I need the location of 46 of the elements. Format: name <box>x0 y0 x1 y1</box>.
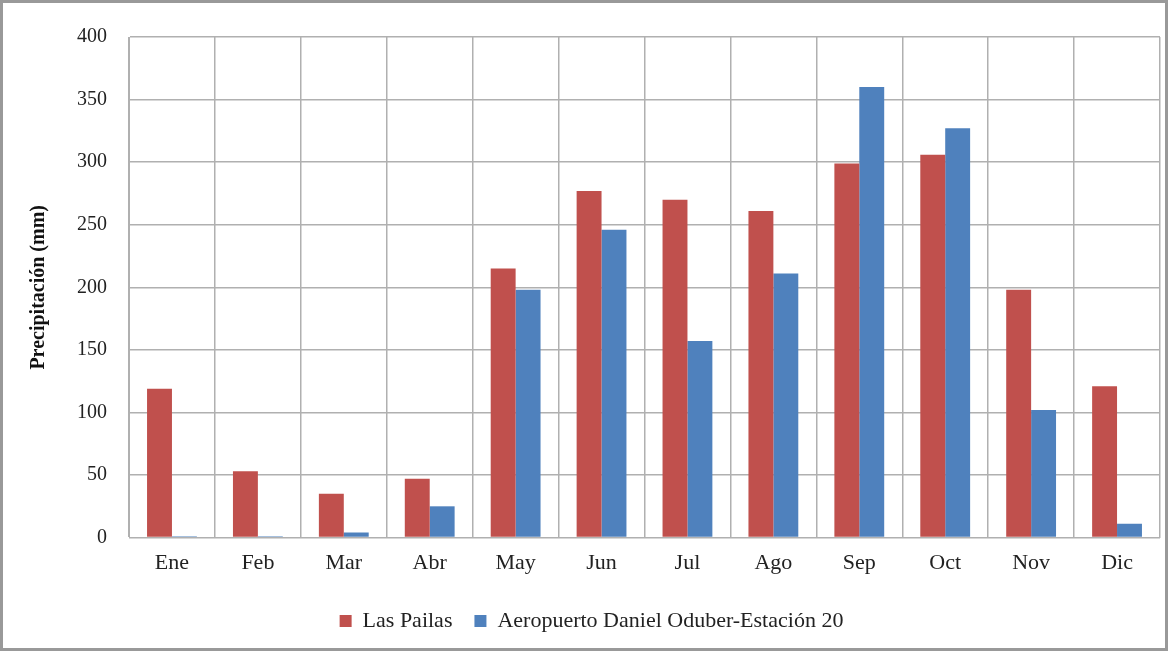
bar <box>945 128 971 537</box>
y-axis-title: Precipitación (mm) <box>26 205 50 370</box>
bar <box>662 199 688 537</box>
bar <box>1006 289 1032 537</box>
x-tick-label: Nov <box>1012 548 1051 574</box>
x-tick-label: Ene <box>154 548 190 574</box>
bar <box>1117 523 1142 537</box>
x-tick-label: Dic <box>1101 548 1134 574</box>
y-tick-label: 50 <box>87 462 107 485</box>
bar <box>859 87 885 537</box>
bar <box>687 341 713 537</box>
y-tick-label: 300 <box>77 149 107 172</box>
x-tick-label: Oct <box>929 548 962 574</box>
x-tick-label: Abr <box>412 548 448 574</box>
bar <box>920 154 946 537</box>
x-tick-label: Jul <box>674 548 701 574</box>
bar <box>1092 386 1118 537</box>
bar <box>576 190 602 537</box>
y-tick-label: 150 <box>77 337 107 360</box>
x-tick-label: Mar <box>325 548 363 574</box>
y-tick-label: 200 <box>77 274 107 297</box>
legend-label: Aeropuerto Daniel Oduber-Estación 20 <box>497 606 844 632</box>
bar <box>404 478 430 537</box>
y-tick-label: 100 <box>77 399 107 422</box>
bar <box>773 273 799 537</box>
x-tick-label: Ago <box>754 548 793 574</box>
legend-label: Las Pailas <box>362 606 453 632</box>
bar <box>834 163 860 537</box>
bar <box>515 289 541 537</box>
x-tick-label: May <box>495 548 536 574</box>
y-tick-label: 0 <box>97 524 107 547</box>
bar <box>147 388 172 537</box>
y-tick-label: 250 <box>77 211 107 234</box>
bar <box>429 506 455 537</box>
y-tick-label: 400 <box>77 24 107 47</box>
bar <box>490 268 516 537</box>
bar <box>318 493 344 537</box>
x-tick-label: Feb <box>241 548 275 574</box>
x-tick-label: Jun <box>586 548 617 574</box>
bar <box>748 210 774 537</box>
bar <box>601 229 627 537</box>
bar <box>343 532 369 537</box>
bar <box>232 471 258 537</box>
y-tick-label: 350 <box>77 86 107 109</box>
x-tick-label: Sep <box>842 548 876 574</box>
bar <box>1031 409 1057 537</box>
